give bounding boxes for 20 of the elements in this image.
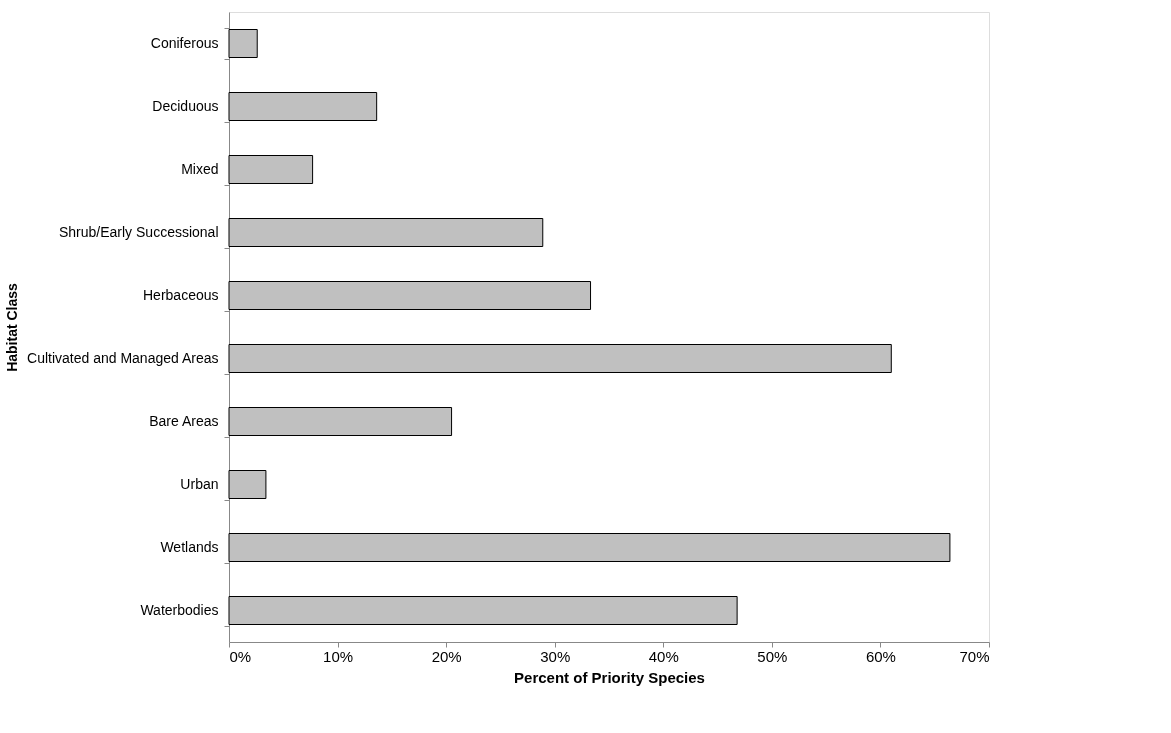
x-tick-label: 20% xyxy=(431,647,462,665)
y-tick-label: Bare Areas xyxy=(149,413,219,429)
x-tick-label: 40% xyxy=(648,647,679,665)
x-tick-label: 60% xyxy=(865,647,896,665)
x-tick-label: 70% xyxy=(959,647,990,665)
y-tick-label: Herbaceous xyxy=(143,287,219,303)
y-tick-label: Waterbodies xyxy=(140,602,219,618)
x-tick-label: 10% xyxy=(323,647,354,665)
y-axis-title: Habitat Class xyxy=(3,282,20,372)
x-tick-label: 0% xyxy=(229,647,252,665)
x-axis-title: Percent of Priority Species xyxy=(514,668,705,686)
y-tick-label: Shrub/Early Successional xyxy=(58,224,219,240)
y-tick-label: Coniferous xyxy=(150,35,219,51)
y-tick-label: Cultivated and Managed Areas xyxy=(27,350,219,366)
y-tick-label: Urban xyxy=(180,476,219,492)
x-tick-label: 50% xyxy=(757,647,788,665)
y-tick-label: Mixed xyxy=(181,161,219,177)
y-tick-label: Deciduous xyxy=(152,98,219,114)
y-tick-label: Wetlands xyxy=(160,539,219,555)
x-tick-label: 30% xyxy=(540,647,571,665)
